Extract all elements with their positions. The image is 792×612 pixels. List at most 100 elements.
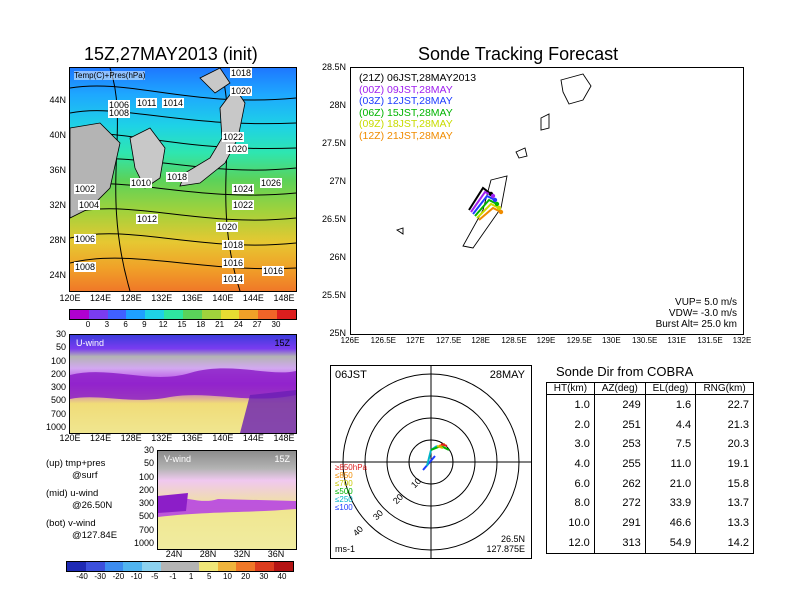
table-cell: 33.9 [645, 493, 697, 514]
x-tick-label: -30 [94, 572, 106, 581]
y-tick-label: 24N [49, 270, 66, 280]
table-cell: 3.0 [546, 434, 595, 455]
height-legend-entry: ≥850hPa [335, 463, 367, 472]
table-row: 10.0 291 46.6 13.3 [546, 513, 754, 533]
y-tick-label: 30 [143, 445, 154, 455]
x-tick-label: 30 [271, 320, 281, 329]
x-tick-label: 132E [732, 336, 752, 345]
x-tick-label: 32N [233, 549, 251, 559]
u-wind-time: 15Z [274, 338, 290, 348]
x-tick-label: 130E [601, 336, 621, 345]
x-tick-label: 130.5E [632, 336, 658, 345]
y-tick-label: 300 [50, 382, 66, 393]
cobra-header-cell: AZ(deg) [594, 382, 646, 395]
colorbar-swatch [88, 310, 108, 319]
y-tick-label: 1000 [133, 538, 154, 548]
table-cell: 10.0 [546, 513, 595, 533]
height-legend-entry: ≤850 [335, 471, 353, 480]
y-tick-label: 1000 [45, 422, 66, 432]
isobar-label: 1026 [260, 178, 283, 188]
x-tick-label: 128E [471, 336, 490, 345]
table-row: 6.0 262 21.0 15.8 [546, 473, 754, 494]
x-tick-label: 128E [120, 433, 142, 443]
x-tick-label: 144E [242, 433, 264, 443]
polar-lat: 26.5N [500, 534, 525, 544]
y-tick-label: 25N [329, 328, 346, 338]
isobar-label: 1006 [108, 100, 131, 110]
table-cell: 272 [594, 493, 646, 514]
colorbar-swatch [145, 310, 165, 319]
table-cell: 255 [594, 454, 646, 474]
table-cell: 7.5 [645, 434, 697, 455]
isobar-label: 1018 [230, 68, 253, 78]
x-tick-label: 120E [59, 293, 81, 303]
temp-colorbar [69, 309, 297, 320]
colorbar-swatch [274, 562, 293, 571]
cobra-header-cell: EL(deg) [645, 382, 697, 395]
x-tick-label: 140E [212, 293, 234, 303]
isobar-label: 1022 [232, 200, 255, 210]
cobra-table: HT(km) AZ(deg) EL(deg) RNG(km) 1.0 249 1.6 22.… [546, 382, 754, 554]
colorbar-swatch [107, 310, 127, 319]
x-tick-label: 136E [181, 293, 203, 303]
colorbar-swatch [85, 562, 105, 571]
x-tick-label: -20 [112, 572, 125, 581]
y-tick-label: 27.5N [321, 138, 346, 148]
table-cell: 4.4 [645, 414, 697, 435]
colorbar-swatch [255, 562, 275, 571]
x-tick-label: -5 [151, 572, 159, 581]
x-tick-label: 128E [120, 293, 142, 303]
vdw-value: VDW= -3.0 m/s [668, 308, 737, 319]
colorbar-swatch [179, 562, 199, 571]
y-tick-label: 28.5N [321, 62, 346, 72]
wind-colorbar [66, 561, 294, 572]
x-tick-label: -1 [169, 572, 177, 581]
note-up: (up) tmp+pres [46, 458, 106, 469]
y-tick-label: 700 [138, 524, 154, 535]
table-cell: 11.0 [645, 454, 697, 474]
x-tick-label: 127.5E [436, 336, 462, 345]
colorbar-swatch [161, 562, 180, 571]
vup-value: VUP= 5.0 m/s [675, 297, 737, 308]
x-tick-label: 3 [104, 320, 110, 329]
x-tick-label: 128.5E [501, 336, 527, 345]
table-cell: 249 [594, 394, 646, 415]
x-tick-label: 131E [667, 336, 686, 345]
x-tick-label: 129.5E [566, 336, 593, 345]
polar-date: 28MAY [489, 369, 525, 381]
table-cell: 8.0 [546, 493, 595, 514]
y-tick-label: 28N [49, 235, 66, 245]
isobar-label: 1020 [230, 86, 253, 96]
colorbar-swatch [142, 562, 162, 571]
table-row: 8.0 272 33.9 13.7 [546, 493, 754, 514]
height-legend-entry: ≤500 [335, 487, 353, 496]
table-cell: 291 [594, 513, 646, 533]
cobra-header-cell: RNG(km) [695, 382, 754, 395]
isobar-label: 1011 [136, 98, 158, 108]
note-bot: (bot) v-wind [46, 518, 96, 529]
y-tick-label: 27N [329, 176, 346, 186]
x-tick-label: 21 [215, 320, 225, 329]
note-mid: (mid) u-wind [46, 488, 99, 499]
y-tick-label: 44N [49, 95, 66, 105]
colorbar-swatch [277, 310, 296, 319]
isobar-label: 1022 [222, 132, 245, 142]
x-tick-label: 0 [85, 320, 91, 329]
cobra-body: 1.0 249 1.6 22.7 2.0 251 4.4 21.3 3.0 253 7.5 20.3 4… [546, 394, 754, 554]
table-cell: 253 [594, 434, 646, 455]
x-tick-label: -40 [76, 572, 88, 581]
burst-alt-value: Burst Alt= 25.0 km [655, 319, 737, 330]
y-tick-label: 36N [49, 165, 66, 175]
y-tick-label: 26N [329, 252, 346, 262]
isobar-label: 1016 [262, 266, 285, 276]
isobar-label: 1008 [108, 108, 131, 118]
x-tick-label: 24 [233, 320, 243, 329]
y-tick-label: 100 [50, 355, 66, 366]
y-tick-label: 50 [55, 342, 66, 353]
x-tick-label: 132E [151, 293, 173, 303]
x-tick-label: 129E [536, 336, 556, 345]
island-okinawa [462, 175, 508, 249]
legend-entry: (09Z) 18JST,28MAY [359, 118, 453, 130]
table-cell: 13.3 [727, 517, 749, 530]
colorbar-swatch [67, 562, 86, 571]
